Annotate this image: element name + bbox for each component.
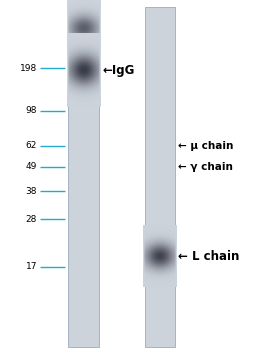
Text: ← γ chain: ← γ chain (178, 162, 233, 172)
Text: ←IgG: ←IgG (102, 64, 135, 77)
Text: 62: 62 (26, 141, 37, 150)
Bar (68, 7, 99, 347)
Bar (145, 7, 175, 347)
Text: 198: 198 (20, 64, 37, 73)
Text: ← μ chain: ← μ chain (178, 141, 233, 151)
Text: 49: 49 (26, 162, 37, 171)
Text: 17: 17 (26, 262, 37, 271)
Text: ← L chain: ← L chain (178, 250, 239, 263)
Text: 98: 98 (26, 106, 37, 115)
Text: 38: 38 (26, 187, 37, 196)
Text: 28: 28 (26, 215, 37, 224)
